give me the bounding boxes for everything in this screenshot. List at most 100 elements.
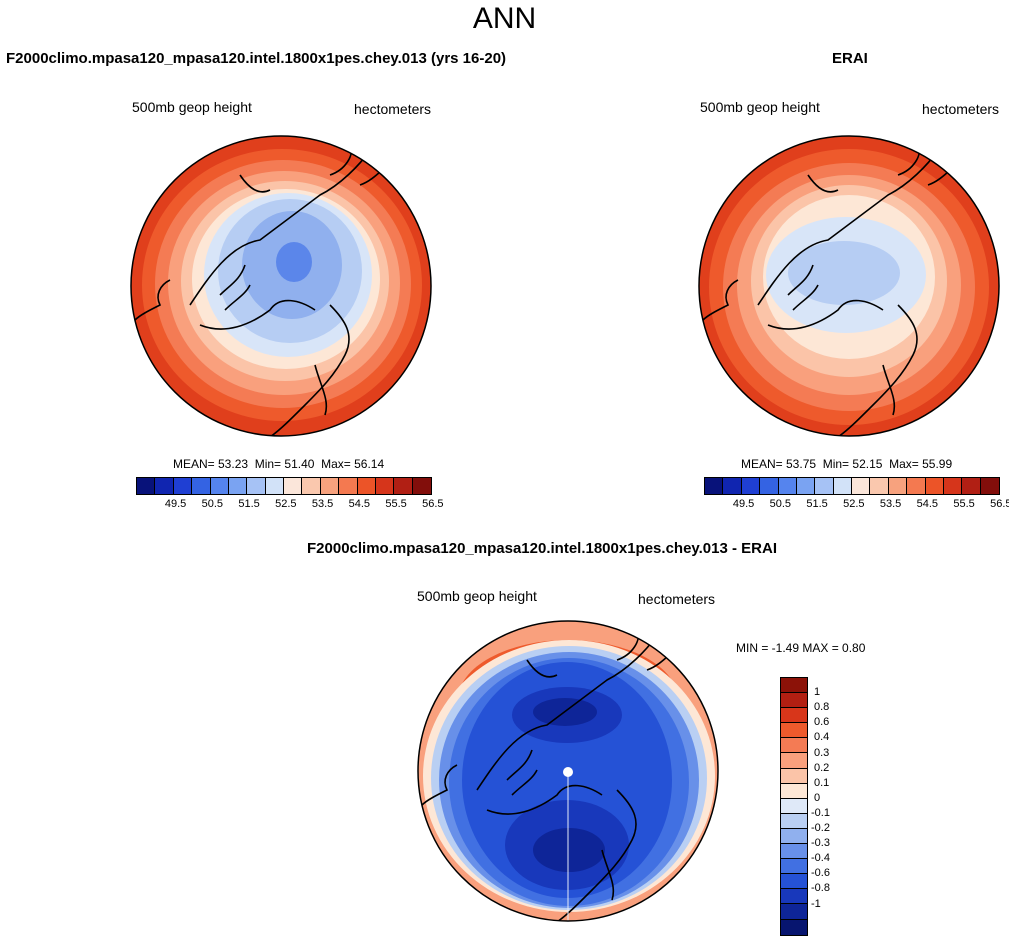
colorbar-segment — [705, 478, 724, 494]
colorbar-segment — [781, 874, 807, 890]
colorbar-segment — [412, 478, 431, 494]
colorbar-tick-label: 49.5 — [164, 498, 187, 510]
colorbar-segment — [781, 693, 807, 709]
left-variable-label: 500mb geop height — [132, 99, 252, 115]
colorbar-segment — [137, 478, 156, 494]
diff-minmax: MIN = -1.49 MAX = 0.80 — [736, 641, 866, 655]
colorbar-tick-label: 0.6 — [814, 716, 830, 729]
colorbar-segment — [781, 844, 807, 860]
colorbar-tick-label: 56.5 — [990, 498, 1009, 510]
colorbar-segment — [228, 478, 248, 494]
colorbar-segment — [284, 478, 303, 494]
colorbar-tick-label: 50.5 — [201, 498, 224, 510]
right-units-label: hectometers — [922, 101, 1000, 117]
colorbar-tick-label: 1 — [814, 686, 821, 699]
left-panel-title: F2000climo.mpasa120_mpasa120.intel.1800x… — [6, 50, 507, 67]
colorbar-segment — [320, 478, 340, 494]
colorbar-segment — [247, 478, 266, 494]
diff-colorbar — [780, 677, 808, 936]
colorbar-tick-label: -0.6 — [811, 867, 830, 880]
colorbar-tick-label: 53.5 — [311, 498, 334, 510]
colorbar-segment — [781, 904, 807, 920]
colorbar-segment — [210, 478, 229, 494]
colorbar-tick-label: 0.2 — [814, 761, 830, 774]
colorbar-segment — [962, 478, 981, 494]
colorbar-segment — [907, 478, 926, 494]
diff-variable-label: 500mb geop height — [417, 588, 537, 604]
colorbar-segment — [781, 753, 807, 769]
colorbar-tick-label: -0.2 — [811, 822, 830, 834]
colorbar-tick-label: 54.5 — [348, 498, 371, 510]
left-stats: MEAN= 53.23 Min= 51.40 Max= 56.14 — [173, 457, 385, 471]
colorbar-segment — [741, 478, 761, 494]
colorbar-tick-label: 0.8 — [814, 701, 830, 714]
right-variable-label: 500mb geop height — [700, 99, 820, 115]
colorbar-tick-label: 0.1 — [814, 776, 830, 789]
colorbar-tick-label: -1 — [811, 897, 821, 910]
right-polar-map — [698, 135, 1000, 437]
colorbar-segment — [375, 478, 395, 494]
colorbar-tick-label: 0 — [814, 791, 821, 804]
colorbar-tick-label: 52.5 — [843, 498, 865, 510]
colorbar-segment — [870, 478, 889, 494]
colorbar-segment — [815, 478, 834, 494]
left-colorbar — [136, 477, 432, 495]
colorbar-tick-label: 55.5 — [953, 498, 975, 510]
colorbar-tick-label: 52.5 — [275, 498, 297, 510]
colorbar-segment — [781, 723, 807, 739]
colorbar-segment — [888, 478, 908, 494]
colorbar-segment — [781, 813, 807, 829]
right-colorbar — [704, 477, 1000, 495]
colorbar-tick-label: 51.5 — [238, 498, 260, 510]
right-panel-title: ERAI — [832, 50, 868, 67]
colorbar-tick-label: -0.3 — [811, 837, 830, 850]
colorbar-tick-label: 0.4 — [814, 731, 830, 744]
colorbar-tick-label: 54.5 — [916, 498, 939, 510]
colorbar-segment — [339, 478, 358, 494]
right-stats: MEAN= 53.75 Min= 52.15 Max= 55.99 — [741, 457, 953, 471]
colorbar-segment — [394, 478, 413, 494]
colorbar-segment — [357, 478, 376, 494]
colorbar-segment — [778, 478, 797, 494]
colorbar-segment — [980, 478, 999, 494]
colorbar-segment — [943, 478, 963, 494]
colorbar-segment — [155, 478, 174, 494]
left-polar-map — [130, 135, 432, 437]
diff-units-label: hectometers — [638, 591, 716, 607]
colorbar-tick-label: 53.5 — [879, 498, 902, 510]
colorbar-segment — [781, 783, 807, 799]
colorbar-tick-label: 56.5 — [422, 498, 444, 510]
colorbar-segment — [173, 478, 193, 494]
colorbar-segment — [781, 889, 807, 905]
figure-title: ANN — [472, 2, 537, 35]
colorbar-segment — [781, 798, 807, 814]
colorbar-tick-label: -0.8 — [811, 882, 830, 895]
colorbar-segment — [302, 478, 321, 494]
colorbar-segment — [796, 478, 816, 494]
colorbar-tick-label: -0.4 — [811, 852, 830, 865]
colorbar-tick-label: 0.3 — [814, 746, 830, 759]
colorbar-segment — [781, 678, 807, 694]
diff-polar-map — [417, 620, 719, 922]
colorbar-segment — [781, 768, 807, 784]
colorbar-segment — [781, 919, 807, 935]
left-units-label: hectometers — [354, 101, 432, 117]
colorbar-tick-label: 55.5 — [385, 498, 407, 510]
colorbar-segment — [781, 738, 807, 754]
colorbar-segment — [760, 478, 779, 494]
colorbar-segment — [265, 478, 284, 494]
colorbar-segment — [852, 478, 871, 494]
colorbar-segment — [781, 859, 807, 875]
colorbar-segment — [833, 478, 852, 494]
pole-marker — [563, 767, 573, 777]
colorbar-tick-label: 51.5 — [806, 498, 828, 510]
colorbar-segment — [925, 478, 944, 494]
colorbar-tick-label: 50.5 — [769, 498, 792, 510]
colorbar-tick-label: -0.1 — [811, 806, 830, 819]
colorbar-segment — [192, 478, 211, 494]
colorbar-tick-label: 49.5 — [732, 498, 755, 510]
colorbar-segment — [723, 478, 742, 494]
colorbar-segment — [781, 708, 807, 724]
diff-panel-title: F2000climo.mpasa120_mpasa120.intel.1800x… — [307, 540, 778, 557]
colorbar-segment — [781, 828, 807, 845]
